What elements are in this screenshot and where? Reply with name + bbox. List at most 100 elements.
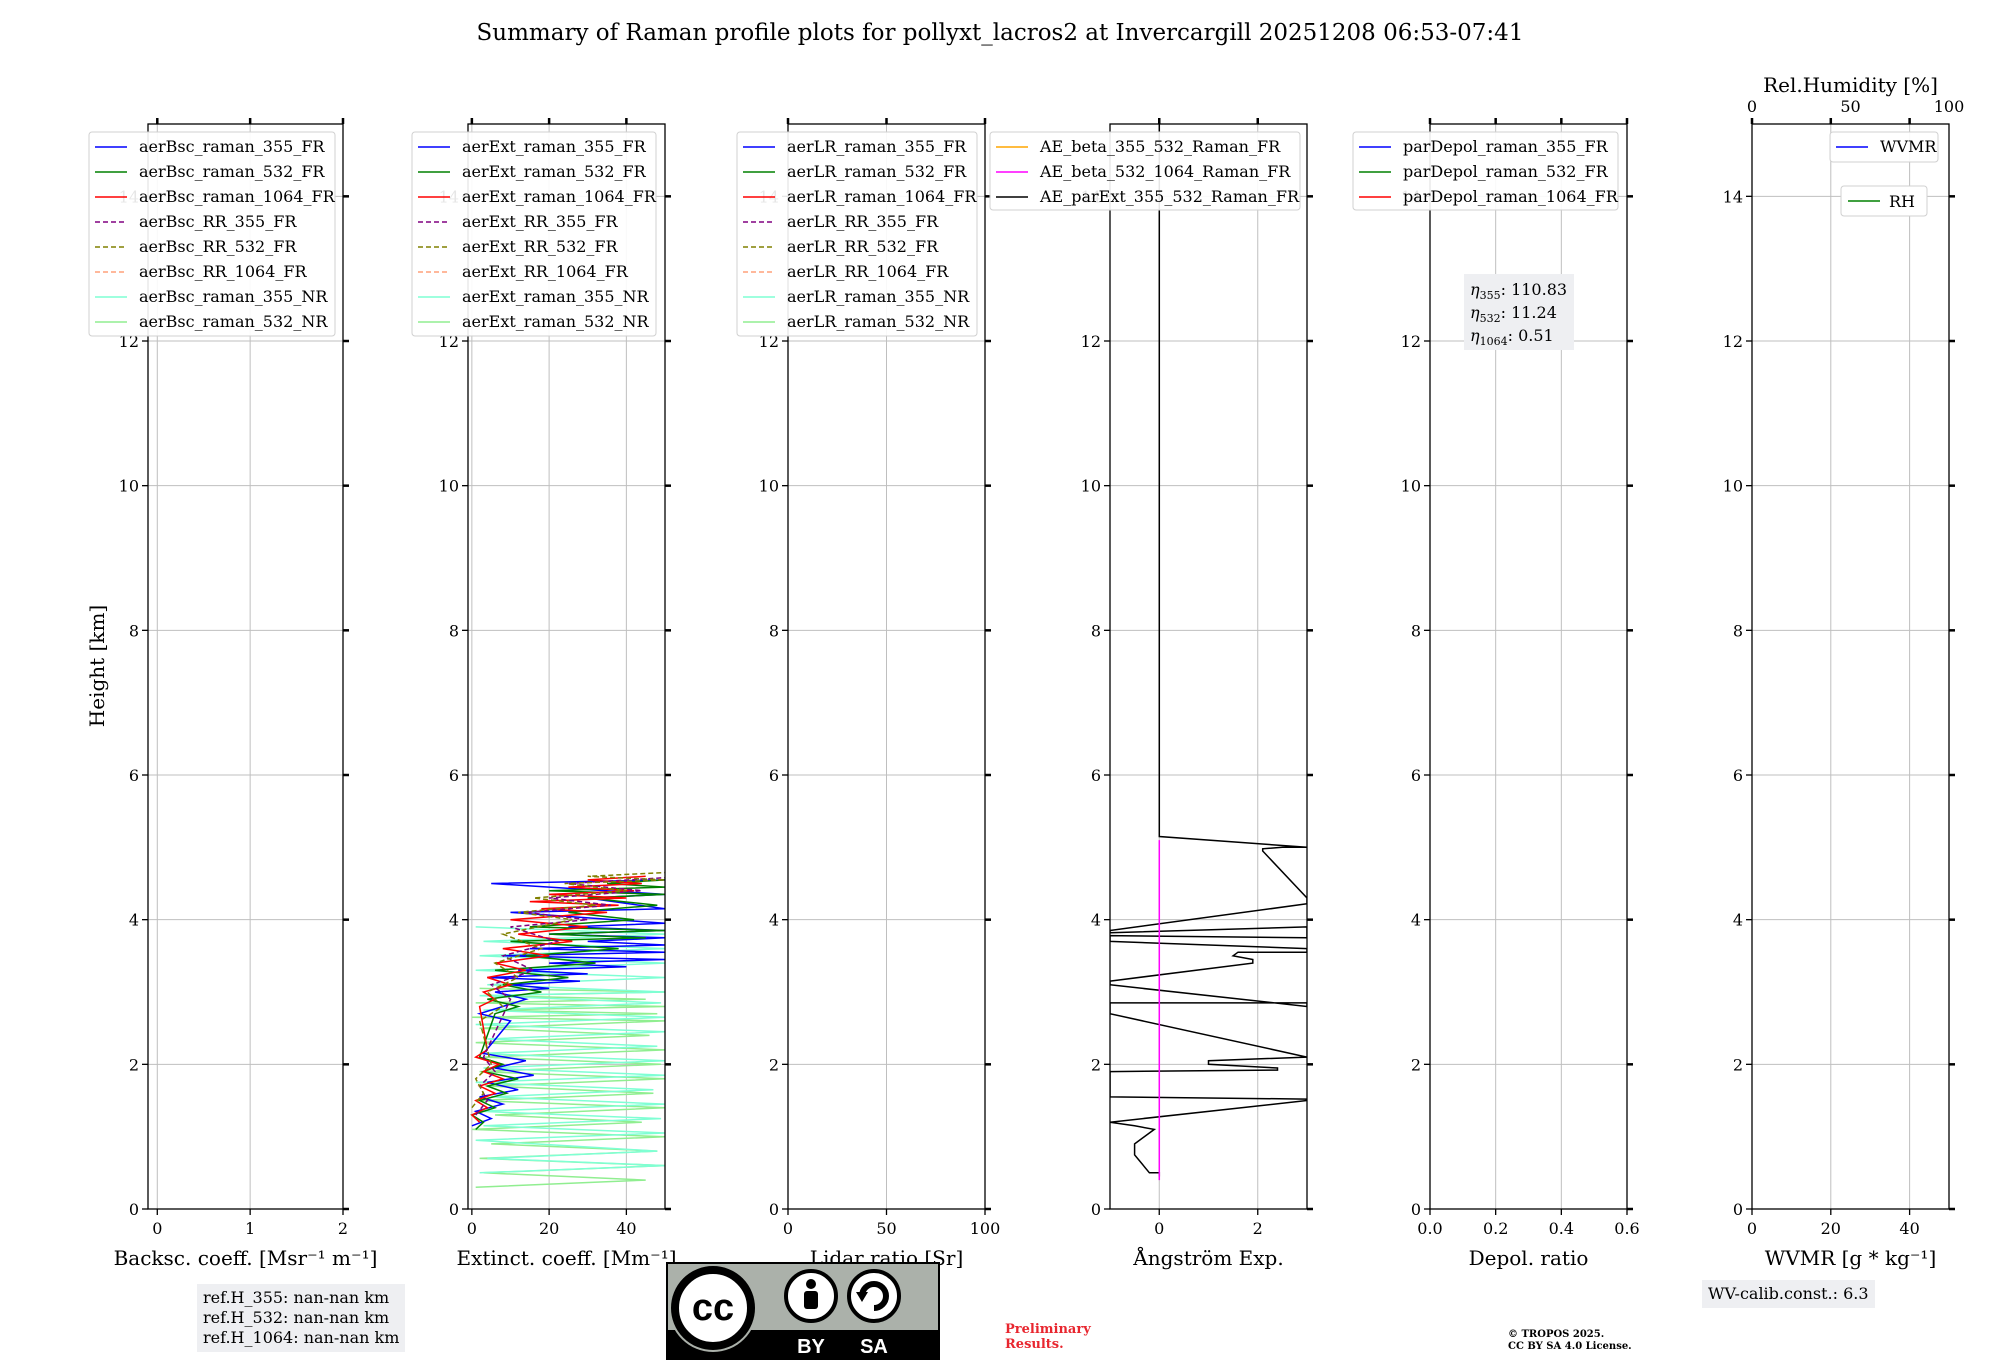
legend-box — [1352, 131, 1619, 211]
legend-label: aerExt_raman_532_FR — [462, 162, 647, 181]
series-aerExt_raman_532_FR — [470, 879, 665, 1130]
y-tick-label: 14 — [1723, 187, 1743, 206]
legend: AE_beta_355_532_Raman_FR AE_beta_532_1064… — [989, 131, 1301, 211]
y-tick-label: 2 — [1733, 1055, 1743, 1074]
legend-label: aerBsc_raman_355_FR — [139, 137, 325, 156]
reference-height-box: ref.H_355: nan-nan km ref.H_532: nan-nan… — [197, 1284, 406, 1352]
legend-label: aerBsc_RR_532_FR — [139, 237, 297, 256]
y-axis-label: Height [km] — [85, 605, 109, 727]
legend-label: parDepol_raman_355_FR — [1403, 137, 1609, 156]
legend-label: aerBsc_raman_532_NR — [139, 312, 328, 331]
y-tick-label: 12 — [759, 332, 779, 351]
y-tick-label: 4 — [449, 911, 459, 930]
series-aerExt_raman_532_NR — [471, 987, 665, 1189]
cc-letters-icon: cc — [692, 1287, 734, 1329]
legend-label: aerBsc_raman_355_NR — [139, 287, 328, 306]
panel-backscatter: 02468101214012Backsc. coeff. [Msr⁻¹ m⁻¹]… — [85, 118, 377, 1270]
ref-height-355: ref.H_355: nan-nan km — [203, 1288, 390, 1307]
y-tick-label: 6 — [1733, 766, 1743, 785]
x-tick-label: 0 — [1154, 1219, 1164, 1238]
series-aerExt_RR_532_FR — [471, 871, 665, 1109]
y-tick-label: 8 — [449, 621, 459, 640]
legend-label: RH — [1889, 192, 1915, 211]
y-tick-label: 2 — [769, 1055, 779, 1074]
y-tick-label: 8 — [1091, 621, 1101, 640]
x-axis-label: Ångström Exp. — [1132, 1245, 1283, 1270]
x-tick-label: 0 — [783, 1219, 793, 1238]
wv-calibration-text: WV-calib.const.: 6.3 — [1708, 1284, 1869, 1303]
attribution-body-icon — [804, 1291, 818, 1309]
legend-box — [1840, 185, 1928, 217]
legend-label: aerLR_raman_355_FR — [787, 137, 967, 156]
axes-frame — [1429, 123, 1628, 1210]
y-tick-label: 10 — [1723, 477, 1743, 496]
y-tick-label: 4 — [769, 911, 779, 930]
share-alike-arrow-icon — [859, 1281, 889, 1311]
axes-frame — [1109, 123, 1308, 1210]
y-tick-label: 8 — [769, 621, 779, 640]
y-tick-label: 4 — [1091, 911, 1101, 930]
y-tick-label: 6 — [1091, 766, 1101, 785]
y-tick-label: 6 — [449, 766, 459, 785]
y-tick-label: 0 — [1733, 1200, 1743, 1219]
x-tick-label: 2 — [1253, 1219, 1263, 1238]
y-tick-label: 0 — [1411, 1200, 1421, 1219]
legend-box — [736, 131, 978, 337]
y-tick-label: 2 — [129, 1055, 139, 1074]
x-tick-label: 2 — [338, 1219, 348, 1238]
axes-frame — [467, 123, 666, 1210]
y-tick-label: 12 — [439, 332, 459, 351]
legend-box — [411, 131, 657, 337]
panel-lidar_ratio: 02468101214050100Lidar ratio [Sr]aerLR_r… — [736, 118, 1001, 1270]
legend-label: parDepol_raman_532_FR — [1403, 162, 1609, 181]
x-tick-label: 20 — [539, 1219, 559, 1238]
share-alike-arrowhead-icon — [856, 1292, 868, 1302]
legend-label: aerExt_raman_355_FR — [462, 137, 647, 156]
y-tick-label: 10 — [119, 477, 139, 496]
eta-box-bg — [1464, 274, 1574, 350]
series-group — [470, 871, 665, 1189]
legend-label: aerLR_raman_1064_FR — [787, 187, 977, 206]
y-tick-label: 8 — [1733, 621, 1743, 640]
cc-circle-icon — [671, 1266, 755, 1350]
y-tick-label: 4 — [129, 911, 139, 930]
x-axis-label: WVMR [g * kg⁻¹] — [1765, 1246, 1937, 1270]
legend-box — [88, 131, 336, 337]
share-alike-icon — [847, 1269, 901, 1323]
attribution-head-icon — [806, 1279, 816, 1289]
legend-label: parDepol_raman_1064_FR — [1403, 187, 1619, 206]
eta-355: η355: 110.83 — [1470, 280, 1567, 302]
legend-label: aerExt_raman_1064_FR — [462, 187, 657, 206]
legend-label: aerExt_RR_532_FR — [462, 237, 619, 256]
legend: parDepol_raman_355_FR parDepol_raman_532_… — [1352, 131, 1619, 211]
series-group — [1110, 124, 1307, 1181]
legend-label: aerBsc_RR_355_FR — [139, 212, 297, 231]
legend-label: aerExt_RR_1064_FR — [462, 262, 629, 281]
legend-box — [989, 131, 1301, 211]
preliminary-notice: Preliminary Results. — [1005, 1322, 1091, 1352]
x-tick-label: 1 — [245, 1219, 255, 1238]
wv-calibration-box: WV-calib.const.: 6.3 — [1702, 1280, 1875, 1308]
series-aerExt_raman_355_FR — [471, 879, 665, 1127]
y-tick-label: 0 — [129, 1200, 139, 1219]
copyright-notice: © TROPOS 2025. CC BY SA 4.0 License. — [1508, 1329, 1632, 1353]
top-x-tick-label: 0 — [1747, 97, 1757, 116]
legend: aerBsc_raman_355_FR aerBsc_raman_532_FRae… — [88, 131, 336, 337]
x-tick-label: 20 — [1821, 1219, 1841, 1238]
x-tick-label: 0.4 — [1549, 1219, 1574, 1238]
panel-wvmr: 0 2 4 6 8 10 12 14 0 20 40 WVMR [g * kg⁻¹] 0 50 100Rel… — [1723, 73, 1965, 1270]
license-by-label: BY — [797, 1336, 825, 1358]
x-tick-label: 0 — [1747, 1219, 1757, 1238]
x-tick-label: 0.2 — [1483, 1219, 1508, 1238]
x-tick-label: 100 — [970, 1219, 1001, 1238]
y-tick-label: 0 — [449, 1200, 459, 1219]
x-tick-label: 0.0 — [1417, 1219, 1442, 1238]
preliminary-line-2: Results. — [1005, 1337, 1064, 1352]
copyright-line-1: © TROPOS 2025. — [1508, 1329, 1605, 1340]
x-axis-label: Extinct. coeff. [Mm⁻¹] — [456, 1246, 676, 1270]
legend-label: WVMR — [1880, 137, 1937, 156]
x-tick-label: 50 — [876, 1219, 896, 1238]
y-tick-label: 0 — [769, 1200, 779, 1219]
